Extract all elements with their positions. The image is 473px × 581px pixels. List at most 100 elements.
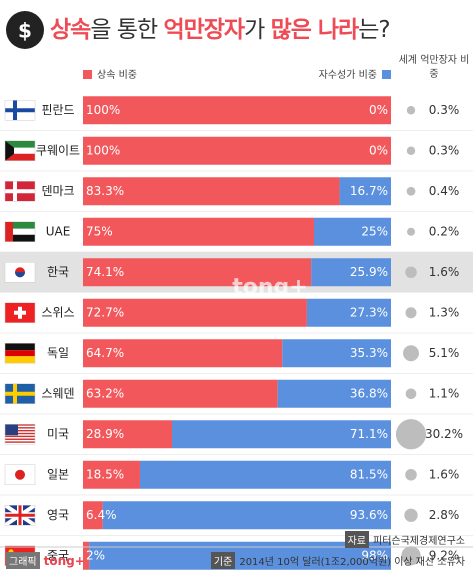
flag-part	[5, 438, 35, 440]
legend-entry: 상속 비중	[97, 69, 137, 81]
value-label: 25%	[361, 224, 388, 238]
value-label: 1.1%	[429, 386, 460, 400]
value-label: 81.5%	[350, 467, 388, 481]
bubble	[406, 106, 416, 115]
bar-inherit	[83, 460, 140, 489]
bar-selfmade	[102, 501, 391, 530]
value-label: 100%	[86, 103, 120, 117]
bubble	[401, 546, 421, 566]
flag-part	[5, 356, 35, 364]
flag	[4, 302, 36, 323]
bar-inherit	[83, 379, 278, 408]
bubble	[395, 419, 427, 450]
value-label: 0.3%	[429, 143, 460, 157]
flag-part	[5, 429, 35, 432]
money-bag-top	[18, 14, 32, 20]
value-label: 2%	[86, 548, 105, 562]
bubble	[405, 307, 417, 319]
value-label: 63.2%	[86, 386, 124, 400]
value-label: 0%	[369, 143, 388, 157]
flag-border	[4, 464, 36, 485]
value-label: 72.7%	[86, 305, 124, 319]
flag-part	[5, 424, 35, 426]
flag	[4, 100, 36, 121]
flag-part	[5, 513, 35, 517]
value-label: 2.8%	[429, 508, 460, 522]
value-label: 64.7%	[86, 346, 124, 360]
flag-border	[4, 140, 36, 161]
category-label: 중국	[47, 548, 69, 562]
bar-inherit	[83, 501, 103, 530]
bar-selfmade	[311, 258, 391, 287]
value-label: 93.6%	[350, 508, 388, 522]
value-label: 36.8%	[350, 386, 388, 400]
flag-part	[5, 424, 18, 436]
flag-part	[5, 435, 35, 438]
flag-part	[5, 189, 35, 194]
flag-part	[5, 140, 35, 148]
flag	[4, 343, 36, 364]
flag-part	[5, 350, 35, 357]
value-label: 6.4%	[86, 508, 117, 522]
flag-border	[4, 343, 36, 364]
value-label: 83.3%	[86, 184, 124, 198]
bar-inherit	[83, 339, 283, 368]
title-part: 상속	[50, 17, 91, 43]
chart-title: 상속을 통한 억만장자가 많은 나라는?	[50, 10, 391, 44]
category-label: 일본	[47, 467, 69, 481]
value-label: 18.5%	[86, 467, 124, 481]
bar-inherit	[83, 541, 90, 570]
bar-inherit	[83, 217, 314, 246]
bar-selfmade	[282, 339, 391, 368]
category-label: 스위스	[41, 305, 74, 319]
flag-border	[4, 221, 36, 242]
value-label: 27.3%	[350, 305, 388, 319]
flag-part	[5, 228, 35, 235]
bubble	[407, 227, 415, 236]
flag-part	[15, 469, 25, 480]
title-part: 많은 나라	[270, 17, 360, 43]
flag-part	[5, 221, 35, 229]
bubble	[404, 508, 418, 522]
flag-border	[4, 262, 36, 283]
bar-inherit	[83, 298, 307, 327]
flag-part	[14, 310, 26, 315]
graphic-text: tong+	[43, 554, 85, 568]
flag-border	[4, 505, 36, 526]
bar-inherit	[83, 258, 312, 287]
category-label: 쿠웨이트	[36, 143, 80, 157]
flag	[4, 424, 36, 445]
flag-part	[5, 441, 35, 443]
bubble	[403, 345, 419, 362]
value-label: 1.6%	[429, 265, 460, 279]
value-label: 0%	[369, 103, 388, 117]
flag-border	[4, 383, 36, 404]
bar-selfmade	[306, 298, 391, 327]
legend-swatch	[382, 70, 391, 79]
source: 자료 피터슨국제경제연구소	[344, 531, 465, 548]
bar-selfmade	[172, 420, 391, 449]
value-label: 0.3%	[429, 103, 460, 117]
bar-inherit	[83, 420, 173, 449]
value-label: 28.9%	[86, 427, 124, 441]
flag	[3, 503, 37, 527]
category-label: 독일	[47, 346, 69, 360]
flag	[4, 221, 36, 242]
category-label: 핀란드	[41, 103, 74, 117]
value-label: 1.3%	[429, 305, 460, 319]
value-label: 35.3%	[350, 346, 388, 360]
value-label: 25.9%	[350, 265, 388, 279]
legend-swatch	[83, 70, 92, 79]
flag-part	[5, 140, 14, 161]
bar-inherit	[83, 136, 391, 165]
bubble	[406, 186, 416, 196]
title-part: 는?	[358, 17, 390, 43]
flag-part	[15, 272, 25, 278]
flag-part	[5, 427, 35, 429]
value-label: 1.6%	[429, 467, 460, 481]
flag-part	[5, 153, 35, 161]
category-label: UAE	[46, 224, 71, 238]
basis-label: 기준	[210, 552, 236, 569]
value-label: 9.2%	[429, 548, 460, 562]
